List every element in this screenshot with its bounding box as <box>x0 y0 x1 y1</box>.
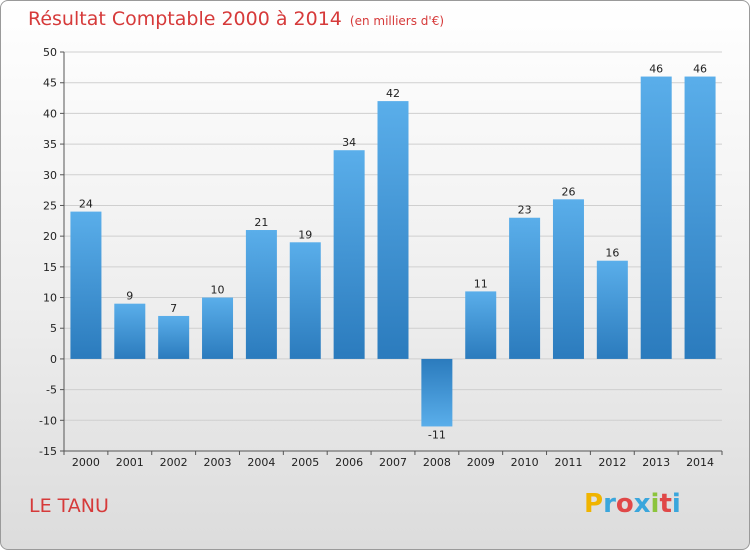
bars: 24 9 7 10 21 19 34 42 -11 11 23 26 16 46 46 <box>70 63 716 441</box>
proxiti-logo: Proxiti <box>584 489 681 519</box>
value-label: 46 <box>649 63 663 76</box>
logo-letter: o <box>615 489 634 519</box>
y-tick-label: 10 <box>43 292 57 305</box>
x-tick-label: 2006 <box>335 456 363 469</box>
bar-2004 <box>245 230 277 359</box>
x-tick-label: 2008 <box>423 456 451 469</box>
x-tick-label: 2002 <box>160 456 188 469</box>
value-label: 21 <box>254 216 268 229</box>
logo-letter: i <box>650 489 660 519</box>
y-tick-label: 0 <box>50 353 57 366</box>
x-tick-label: 2010 <box>511 456 539 469</box>
y-tick-label: -15 <box>39 445 57 458</box>
axes <box>63 52 722 452</box>
logo-letter: i <box>671 489 681 519</box>
x-tick-label: 2001 <box>116 456 144 469</box>
y-tick-label: 50 <box>43 46 57 59</box>
logo-letter: x <box>633 489 651 519</box>
value-label: 24 <box>79 198 93 211</box>
value-label: 26 <box>561 185 575 198</box>
place-name: LE TANU <box>29 495 109 517</box>
bar-2009 <box>465 291 497 359</box>
x-tick-label: 2004 <box>247 456 275 469</box>
y-tick-label: 20 <box>43 230 57 243</box>
bar-2001 <box>114 303 146 359</box>
bar-2000 <box>70 211 102 359</box>
y-tick-label: 35 <box>43 138 57 151</box>
y-tick-label: 30 <box>43 169 57 182</box>
y-tick-label: -5 <box>46 384 57 397</box>
x-tick-label: 2000 <box>72 456 100 469</box>
y-tick-label: 15 <box>43 261 57 274</box>
x-tick-label: 2013 <box>642 456 670 469</box>
logo-letter: t <box>659 489 672 519</box>
bar-2012 <box>596 260 628 359</box>
bar-2007 <box>377 101 409 359</box>
x-tick-label: 2011 <box>554 456 582 469</box>
bar-2005 <box>289 242 321 359</box>
value-label: 9 <box>126 290 133 303</box>
y-tick-label: 45 <box>43 77 57 90</box>
bar-2006 <box>333 150 365 359</box>
y-tick-label: 40 <box>43 107 57 120</box>
value-label: 23 <box>518 204 532 217</box>
logo-letter: P <box>584 489 604 519</box>
bar-2011 <box>552 199 584 359</box>
y-tick-label: -10 <box>39 414 57 427</box>
x-tick-label: 2007 <box>379 456 407 469</box>
logo-letter: r <box>603 489 616 519</box>
value-label: 10 <box>211 284 225 297</box>
chart-title: Résultat Comptable 2000 à 2014 (en millie… <box>28 8 444 30</box>
value-label: -11 <box>428 428 446 441</box>
value-label: 19 <box>298 228 312 241</box>
x-tick-label: 2014 <box>686 456 714 469</box>
bar-2010 <box>509 217 541 359</box>
x-tick-label: 2009 <box>467 456 495 469</box>
bar-2003 <box>202 297 234 359</box>
bar-2013 <box>640 76 672 359</box>
chart-subtitle: (en milliers d'€) <box>349 14 445 28</box>
chart-title-text: Résultat Comptable 2000 à 2014 <box>28 8 342 30</box>
y-tick-label: 25 <box>43 199 57 212</box>
x-tick-label: 2005 <box>291 456 319 469</box>
bar-2014 <box>684 76 716 359</box>
y-tick-label: 5 <box>50 322 57 335</box>
bar-2002 <box>158 315 190 359</box>
x-axis-ticks: 2000 2001 2002 2003 2004 2005 2006 2007 2008 2009… <box>63 451 723 469</box>
x-tick-label: 2003 <box>204 456 232 469</box>
value-label: 46 <box>693 63 707 76</box>
value-label: 11 <box>474 277 488 290</box>
x-tick-label: 2012 <box>598 456 626 469</box>
value-label: 16 <box>605 247 619 260</box>
value-label: 7 <box>170 302 177 315</box>
bar-2008 <box>421 358 453 427</box>
value-label: 42 <box>386 87 400 100</box>
value-label: 34 <box>342 136 356 149</box>
